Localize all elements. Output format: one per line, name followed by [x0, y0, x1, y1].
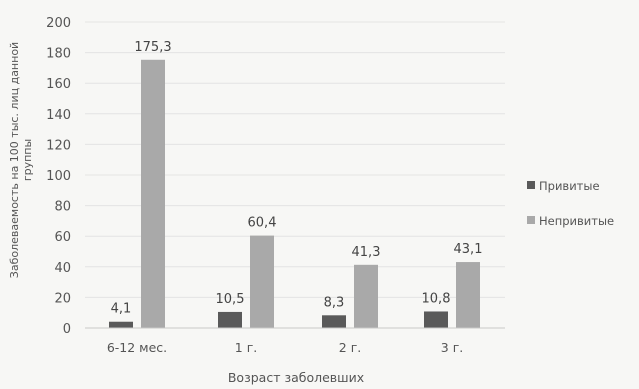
y-tick-label: 180 — [46, 47, 71, 62]
legend-label: Непривитые — [539, 214, 614, 228]
y-tick-label: 120 — [46, 138, 71, 153]
x-tick-label: 2 г. — [339, 340, 361, 355]
bar-vaccinated — [109, 321, 133, 328]
bar-unvaccinated — [250, 235, 274, 328]
data-label: 41,3 — [352, 245, 381, 260]
data-label: 10,5 — [216, 292, 245, 307]
bar-unvaccinated — [354, 264, 378, 328]
y-axis-title: Заболеваемость на 100 тыс. лиц даннойгру… — [8, 42, 34, 278]
legend-label: Привитые — [539, 179, 600, 193]
legend-swatch — [527, 181, 535, 189]
y-tick-label: 140 — [46, 108, 71, 123]
bar-vaccinated — [424, 311, 448, 328]
y-tick-label: 200 — [46, 16, 71, 31]
bar-vaccinated — [218, 311, 242, 328]
data-label: 175,3 — [134, 40, 171, 55]
y-tick-label: 80 — [54, 200, 71, 215]
x-tick-label: 1 г. — [235, 340, 257, 355]
y-axis-title-line: группы — [21, 139, 34, 181]
legend: Привитые Непривитые — [527, 179, 614, 228]
bar-unvaccinated — [141, 59, 165, 328]
data-label: 60,4 — [248, 216, 277, 231]
bars — [109, 59, 480, 328]
x-axis-ticks: 6-12 мес. 1 г. 2 г. 3 г. — [107, 340, 463, 355]
y-axis-title-line: Заболеваемость на 100 тыс. лиц данной — [8, 42, 21, 278]
data-label: 8,3 — [324, 295, 345, 310]
legend-swatch — [527, 216, 535, 224]
y-tick-label: 20 — [54, 291, 71, 306]
x-tick-label: 6-12 мес. — [107, 340, 167, 355]
x-axis-title: Возраст заболевших — [228, 370, 364, 385]
y-tick-label: 0 — [63, 322, 71, 337]
bar-vaccinated — [322, 315, 346, 328]
y-tick-label: 40 — [54, 261, 71, 276]
data-label: 4,1 — [111, 302, 132, 317]
data-label: 43,1 — [454, 242, 483, 257]
bar-unvaccinated — [456, 262, 480, 328]
data-label: 10,8 — [422, 291, 451, 306]
y-tick-label: 60 — [54, 230, 71, 245]
y-axis-ticks: 0 20 40 60 80 100 120 140 160 180 200 — [46, 16, 71, 337]
y-tick-label: 100 — [46, 169, 71, 184]
y-tick-label: 160 — [46, 77, 71, 92]
x-tick-label: 3 г. — [441, 340, 463, 355]
data-labels: 4,1 175,3 10,5 60,4 8,3 41,3 10,8 43,1 — [111, 40, 483, 317]
